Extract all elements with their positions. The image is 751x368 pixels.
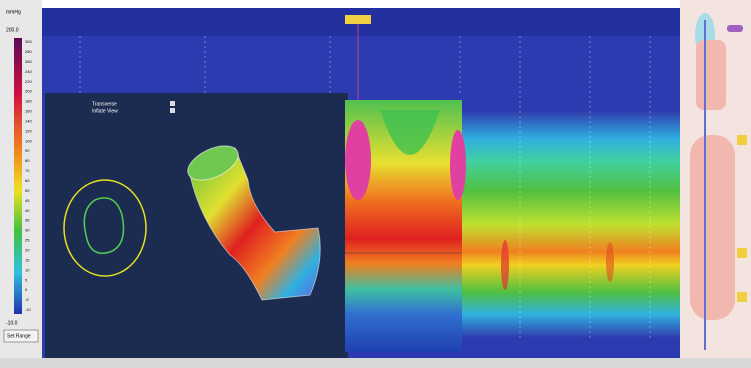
colorbar	[14, 38, 22, 314]
pharynx-diagram	[696, 40, 726, 110]
scale-max: 200.0	[6, 27, 19, 33]
esophagus-diagram	[690, 135, 735, 320]
scale-label: 10	[25, 267, 30, 272]
marker	[737, 135, 747, 145]
scale-label: 220	[25, 79, 32, 84]
scale-label: 90	[25, 148, 30, 153]
option-label: Inflate View	[92, 108, 118, 114]
marker	[737, 292, 747, 302]
unit: mmHg	[6, 9, 21, 15]
scale-label: 300	[25, 39, 32, 44]
scale-label: 80	[25, 158, 30, 163]
pressure-trace	[462, 112, 680, 337]
scale-label: 260	[25, 59, 32, 64]
scale-label: 35	[25, 218, 30, 223]
tube-end	[187, 145, 239, 181]
button-label: Set Range	[7, 333, 31, 339]
scale-min: -10.0	[6, 320, 18, 326]
set-range-button[interactable]	[3, 329, 39, 343]
heatmap-region	[380, 110, 440, 155]
heatmap-blob	[450, 130, 466, 200]
scale-label: 200	[25, 89, 32, 94]
scale-label: 0	[25, 287, 28, 292]
scale-label: 100	[25, 138, 32, 143]
marker	[727, 25, 743, 32]
scale-label: 45	[25, 198, 30, 203]
scale-label: -10	[25, 307, 32, 312]
scale-label: 25	[25, 238, 30, 243]
scale-label: 15	[25, 257, 30, 262]
cross-section-ring	[63, 179, 147, 277]
trace-highlight	[501, 240, 509, 290]
scale-label: 120	[25, 128, 32, 133]
heatmap-blob	[345, 120, 371, 200]
scale-label: 30	[25, 228, 30, 233]
scale-label: 40	[25, 208, 30, 213]
scale-label: 5	[25, 277, 28, 282]
scale-label: 280	[25, 49, 32, 54]
scale-label: 160	[25, 109, 32, 114]
scale-label: 180	[25, 99, 32, 104]
scale-label: 60	[25, 178, 30, 183]
trace-highlight	[606, 242, 614, 282]
time-marker	[345, 15, 371, 24]
time-gridlines	[79, 36, 651, 340]
overlay-panel	[45, 93, 348, 358]
scale-label: 240	[25, 69, 32, 74]
checkbox[interactable]	[170, 108, 175, 113]
scale-label: 20	[25, 248, 30, 253]
scale-label: -5	[25, 297, 29, 302]
scale-label: 50	[25, 188, 30, 193]
status-bar	[0, 358, 751, 368]
cross-section	[83, 197, 125, 254]
checkbox[interactable]	[170, 101, 175, 106]
scale-label: 140	[25, 118, 32, 123]
option-label: Transverse	[92, 101, 117, 107]
marker	[737, 248, 747, 258]
scale-label: 70	[25, 168, 30, 173]
